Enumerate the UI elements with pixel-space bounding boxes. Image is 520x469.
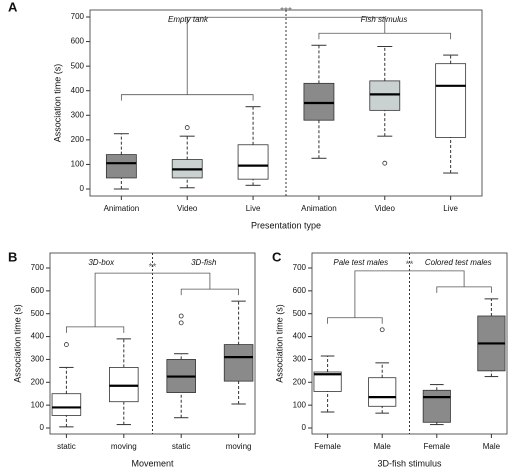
y-axis-title: Association time (s) (274, 304, 284, 383)
y-tick-label: 200 (71, 135, 85, 144)
bracket (354, 270, 465, 318)
y-tick-label: 700 (293, 263, 307, 272)
box (435, 63, 467, 138)
y-tick-label: 100 (293, 400, 307, 409)
group-label: Empty tank (168, 15, 209, 24)
y-tick-label: 600 (31, 286, 45, 295)
y-tick-label: 500 (293, 309, 307, 318)
y-tick-label: 500 (71, 61, 85, 70)
y-tick-label: 600 (71, 37, 85, 46)
bracket (66, 326, 125, 333)
box (105, 154, 137, 179)
box (223, 344, 254, 382)
group-label: 3D-fish (191, 258, 217, 267)
y-tick-label: 700 (31, 263, 45, 272)
x-tick-label: Live (443, 204, 458, 213)
bracket (180, 288, 239, 296)
box (369, 80, 401, 111)
x-tick-label: Video (177, 204, 198, 213)
outlier (382, 160, 388, 166)
y-tick-label: 0 (40, 423, 45, 432)
y-tick-label: 0 (302, 423, 307, 432)
box (368, 377, 397, 407)
y-tick-label: 400 (71, 86, 85, 95)
significance: ** (406, 259, 414, 270)
x-tick-label: Live (246, 204, 261, 213)
box (237, 144, 269, 180)
x-tick-label: moving (226, 442, 252, 451)
outlier (178, 313, 184, 319)
box (109, 367, 139, 403)
bracket (120, 94, 254, 101)
panel-label: B (8, 249, 17, 264)
x-axis-title: Presentation type (251, 220, 321, 230)
x-tick-label: Female (423, 442, 450, 451)
x-tick-label: static (57, 442, 76, 451)
outlier (379, 327, 385, 333)
y-tick-label: 700 (71, 12, 85, 21)
x-tick-label: moving (111, 442, 137, 451)
y-tick-label: 300 (31, 355, 45, 364)
x-tick-label: Male (374, 442, 392, 451)
x-tick-label: Male (483, 442, 501, 451)
significance: *** (280, 6, 292, 17)
y-tick-label: 600 (293, 286, 307, 295)
panel-label: C (272, 249, 282, 264)
box (303, 82, 335, 121)
box (51, 393, 82, 416)
y-tick-label: 300 (71, 110, 85, 119)
group-label: 3D-box (88, 258, 115, 267)
y-tick-label: 100 (71, 160, 85, 169)
x-tick-label: static (172, 442, 191, 451)
outlier (64, 342, 69, 347)
y-tick-label: 200 (293, 377, 307, 386)
box (313, 371, 342, 392)
x-tick-label: Video (375, 204, 396, 213)
panel-label: A (8, 0, 18, 14)
y-tick-label: 400 (31, 332, 45, 341)
box (422, 389, 451, 423)
outlier (184, 125, 190, 130)
bracket (186, 16, 386, 95)
y-tick-label: 200 (31, 377, 45, 386)
x-axis-title: 3D-fish stimulus (377, 458, 442, 468)
significance: ** (149, 262, 157, 273)
group-label: Fish stimulus (361, 15, 408, 24)
bracket (94, 272, 211, 327)
y-tick-label: 0 (80, 184, 85, 193)
group-label: Pale test males (333, 258, 388, 267)
y-axis-title: Association time (s) (52, 64, 62, 143)
y-tick-label: 500 (31, 309, 45, 318)
bracket (327, 317, 383, 324)
x-axis-title: Movement (131, 458, 174, 468)
y-tick-label: 300 (293, 355, 307, 364)
y-tick-label: 400 (293, 332, 307, 341)
group-label: Colored test males (425, 258, 492, 267)
outlier (178, 320, 184, 326)
y-axis-title: Association time (s) (12, 304, 22, 383)
y-tick-label: 100 (31, 400, 45, 409)
bracket (318, 32, 452, 40)
bracket (436, 286, 492, 293)
x-tick-label: Animation (301, 204, 337, 213)
x-tick-label: Animation (104, 204, 140, 213)
x-tick-label: Female (314, 442, 341, 451)
